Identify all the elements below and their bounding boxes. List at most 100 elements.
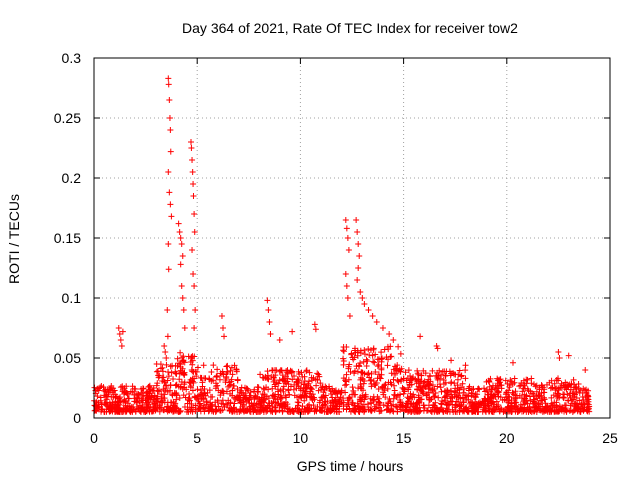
data-point: [289, 328, 296, 335]
data-point: [496, 382, 503, 389]
data-point: [497, 376, 504, 383]
data-point: [163, 355, 170, 361]
data-point: [257, 404, 264, 411]
data-point: [375, 361, 382, 368]
data-point: [531, 399, 538, 406]
data-point: [264, 368, 271, 375]
data-point: [181, 381, 188, 388]
data-point: [462, 375, 469, 382]
data-point: [402, 369, 409, 376]
data-point: [229, 371, 236, 378]
data-point: [435, 394, 442, 401]
data-point: [583, 390, 590, 397]
data-point: [484, 387, 491, 394]
data-point: [442, 373, 449, 380]
data-point: [143, 401, 150, 408]
data-point: [159, 374, 166, 381]
data-point: [273, 401, 280, 408]
data-point: [312, 326, 319, 333]
data-point: [492, 393, 499, 400]
data-point: [189, 247, 196, 253]
data-point: [286, 391, 293, 398]
data-point: [511, 404, 518, 411]
data-point: [365, 345, 372, 352]
data-point: [387, 398, 394, 405]
data-point: [115, 408, 122, 415]
data-point: [384, 385, 391, 392]
data-point: [372, 351, 379, 358]
data-point: [93, 399, 100, 406]
data-point: [358, 369, 365, 376]
data-point: [160, 397, 167, 404]
data-point: [213, 383, 220, 390]
data-point: [353, 217, 360, 223]
data-point: [431, 385, 438, 392]
data-point: [143, 390, 150, 397]
data-point: [371, 396, 378, 403]
data-point: [188, 139, 195, 145]
data-point: [427, 396, 434, 403]
data-point: [568, 380, 575, 387]
data-point: [354, 352, 361, 359]
data-point: [524, 406, 531, 413]
data-point: [354, 368, 361, 375]
data-point: [388, 353, 395, 360]
data-point: [472, 394, 479, 401]
data-point: [421, 383, 428, 390]
data-point: [345, 376, 352, 383]
data-point: [502, 377, 509, 384]
data-point: [476, 386, 483, 393]
data-point: [482, 407, 489, 414]
data-point: [134, 395, 141, 402]
data-point: [429, 404, 436, 411]
data-point: [448, 387, 455, 394]
data-point: [195, 364, 202, 371]
data-point: [246, 396, 253, 403]
data-point: [484, 401, 491, 408]
data-point: [556, 355, 563, 361]
data-point: [234, 393, 241, 400]
data-point: [199, 379, 206, 386]
data-point: [176, 376, 183, 383]
data-point: [113, 404, 120, 411]
data-point: [243, 394, 250, 401]
data-point: [165, 81, 172, 88]
data-point: [310, 402, 317, 409]
data-point: [122, 402, 129, 409]
data-point: [567, 402, 574, 409]
data-point: [343, 225, 350, 232]
data-point: [482, 396, 489, 403]
data-point: [212, 399, 219, 406]
data-point: [420, 367, 427, 374]
data-point: [106, 405, 113, 412]
data-point: [327, 404, 334, 411]
data-point: [342, 382, 349, 389]
data-point: [366, 352, 373, 359]
data-point: [398, 403, 405, 410]
data-point: [401, 386, 408, 393]
data-point: [266, 319, 273, 325]
data-point: [351, 370, 358, 377]
data-point: [257, 371, 264, 378]
data-point: [358, 398, 365, 405]
data-point: [396, 366, 403, 373]
data-point: [156, 408, 163, 415]
data-point: [229, 387, 236, 394]
data-point: [489, 386, 496, 393]
data-point: [224, 362, 231, 369]
data-point: [414, 370, 421, 377]
data-point: [219, 397, 226, 404]
data-point: [188, 354, 195, 361]
data-point: [187, 384, 194, 391]
data-point: [172, 362, 179, 369]
data-point: [291, 373, 298, 380]
data-point: [298, 395, 305, 402]
data-point: [361, 378, 368, 385]
data-point: [190, 181, 197, 187]
data-point: [446, 391, 453, 398]
data-point: [98, 406, 105, 413]
data-point: [371, 359, 378, 366]
data-point: [178, 283, 185, 289]
data-point: [281, 377, 288, 384]
data-point: [336, 403, 343, 410]
